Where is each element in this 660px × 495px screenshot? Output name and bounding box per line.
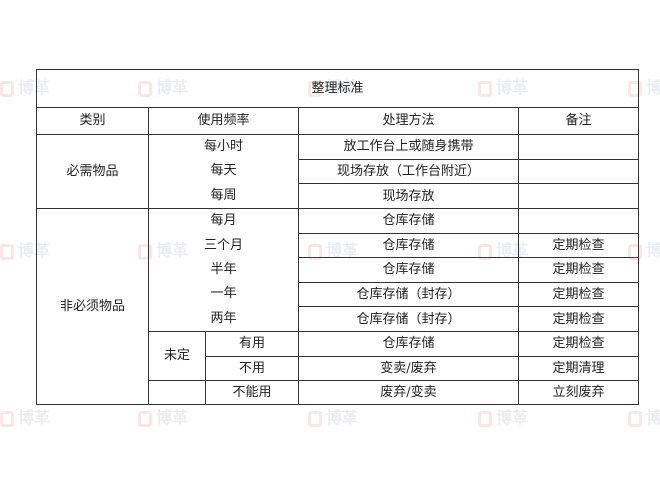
frequency: 三个月 (203, 237, 243, 253)
header-method: 处理方法 (298, 107, 519, 135)
table-row: 仓库存储 定期检查 (37, 232, 639, 259)
method: 现场存放 (298, 183, 519, 210)
note (518, 183, 639, 210)
frequency: 半年 (210, 261, 237, 277)
method: 仓库存储 (298, 232, 519, 259)
watermark-logo: 博革 (0, 404, 50, 428)
method: 仓库存储（封存） (298, 306, 519, 333)
method: 放工作台上或随身携带 (298, 134, 519, 160)
table-row: 仓库存储 定期检查 (37, 257, 639, 283)
status: 不用 (205, 355, 299, 381)
table-row: 不用 变卖/废弃 定期清理 (37, 355, 639, 381)
status: 有用 (205, 331, 299, 357)
note: 定期检查 (518, 232, 639, 259)
status: 不能用 (205, 379, 299, 406)
frequency: 两年 (210, 310, 237, 326)
undetermined-label: 未定 (148, 331, 206, 381)
table-row: 未定 有用 仓库存储 定期检查 (37, 331, 639, 381)
category-necessary: 必需物品 (36, 133, 149, 210)
table-title: 整理标准 (36, 69, 639, 108)
frequency: 每小时 (203, 139, 243, 154)
table-row: 不能用 废弃/变卖 立刻废弃 (37, 379, 639, 406)
method: 仓库存储 (298, 331, 519, 357)
frequency-cell: 每小时 每天 每周 (148, 133, 299, 210)
note (518, 158, 639, 185)
method: 仓库存储 (298, 208, 519, 234)
frequency: 每月 (210, 213, 237, 229)
watermark-logo: 博革 (628, 404, 660, 428)
header-category: 类别 (36, 107, 149, 135)
frequency: 一年 (210, 286, 237, 302)
table-row: 现场存放（工作台附近） (37, 158, 639, 185)
watermark-logo: 博革 (308, 404, 358, 428)
frequency: 每周 (210, 187, 237, 203)
method: 现场存放（工作台附近） (298, 158, 519, 185)
note (518, 134, 639, 160)
table-row: 非必须物品 每月 三个月 半年 一年 两年 仓库存储 (36, 208, 639, 406)
note (518, 208, 639, 234)
note: 定期清理 (518, 355, 639, 381)
watermark-logo: 博革 (478, 404, 528, 428)
method: 仓库存储（封存） (298, 281, 519, 308)
note: 定期检查 (518, 257, 639, 283)
frequency: 每天 (210, 163, 237, 179)
note: 定期检查 (518, 331, 639, 357)
category-unnecessary: 非必须物品 (36, 208, 149, 406)
table-row: 必需物品 每小时 每天 每周 放工作台上或随身携带 (36, 133, 639, 210)
header-frequency: 使用频率 (148, 107, 299, 135)
method: 废弃/变卖 (298, 379, 519, 406)
method: 仓库存储 (298, 257, 519, 283)
method: 变卖/废弃 (298, 355, 519, 381)
watermark-logo: 博革 (138, 404, 188, 428)
note: 定期检查 (518, 306, 639, 333)
header-note: 备注 (518, 107, 639, 135)
note: 立刻废弃 (518, 379, 639, 406)
frequency-cell: 每月 三个月 半年 一年 两年 (148, 208, 299, 333)
sort-standard-table: 整理标准 类别 使用频率 处理方法 备注 必需物品 每小时 每天 每周 放工作台… (36, 69, 639, 406)
empty-cell (148, 379, 206, 406)
table-row: 现场存放 (37, 183, 639, 210)
note: 定期检查 (518, 281, 639, 308)
table-row: 仓库存储（封存） 定期检查 (37, 281, 639, 308)
